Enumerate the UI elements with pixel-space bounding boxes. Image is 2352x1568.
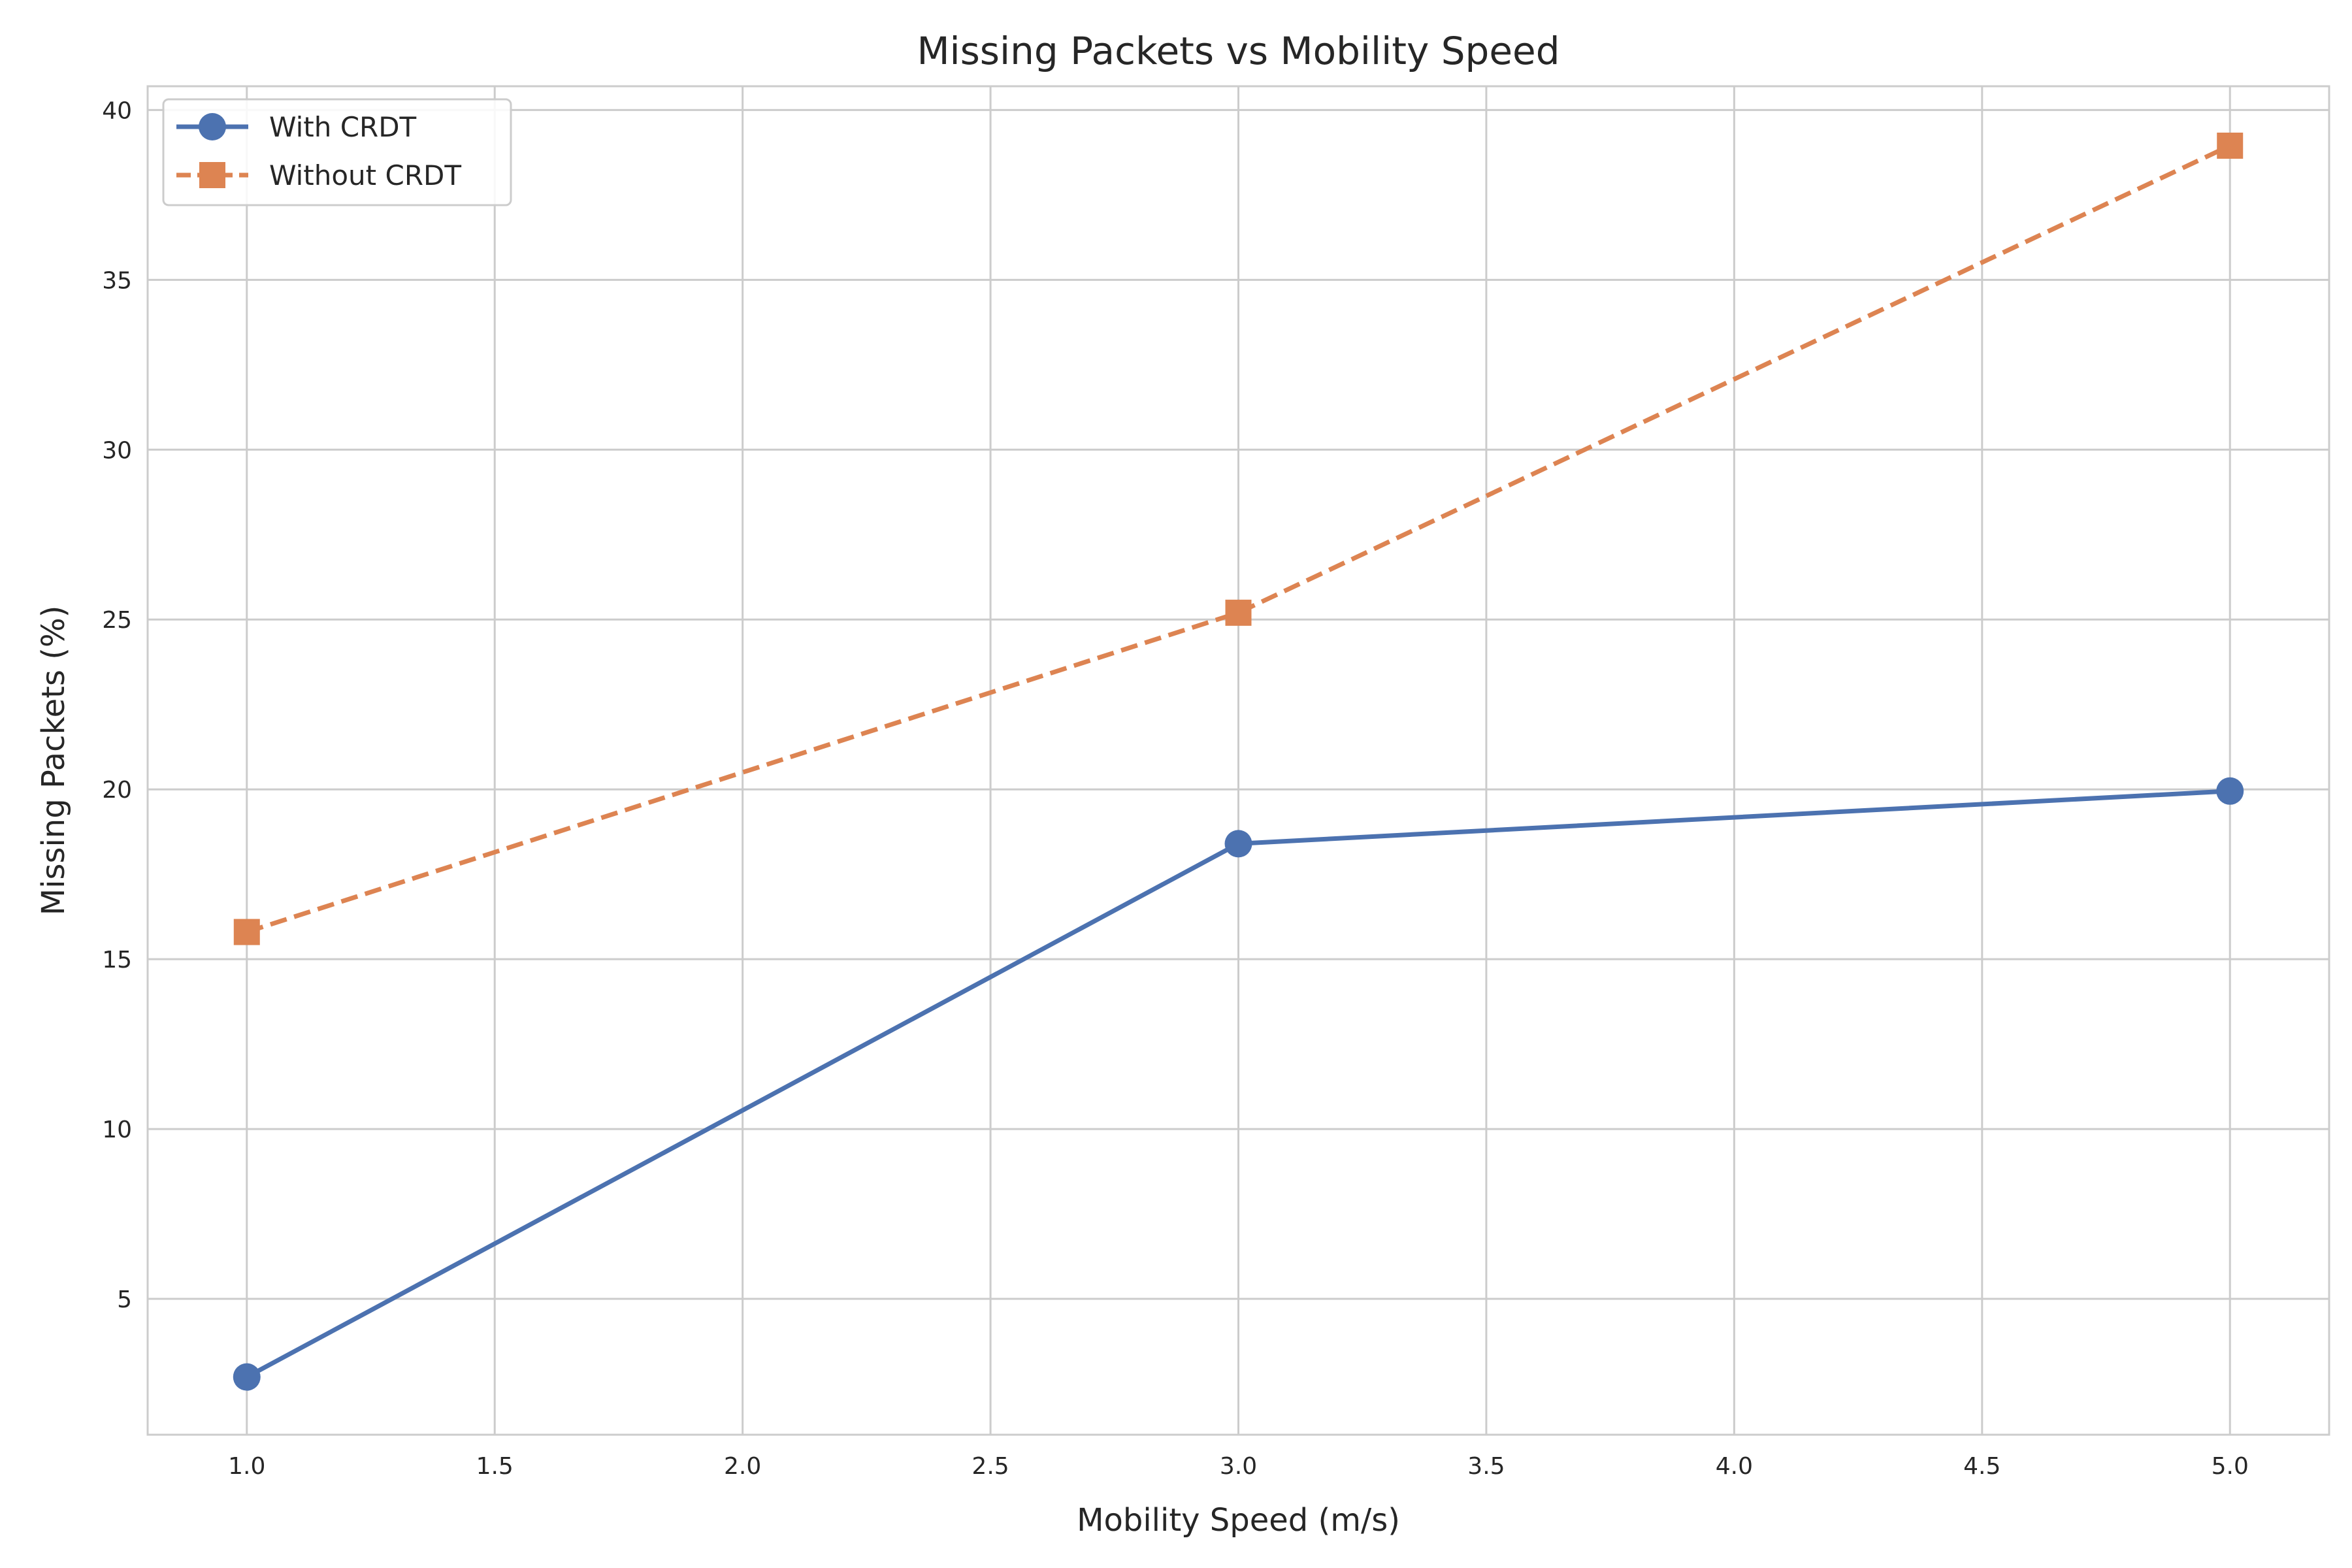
series-2-point	[1225, 599, 1252, 626]
x-axis-label: Mobility Speed (m/s)	[1077, 1502, 1400, 1539]
x-tick-label: 3.0	[1220, 1453, 1257, 1480]
y-tick-label: 20	[102, 777, 132, 804]
legend: With CRDT Without CRDT	[162, 98, 512, 206]
legend-marker-2	[199, 162, 225, 188]
y-tick-label: 25	[102, 607, 132, 634]
x-tick-label: 2.5	[972, 1453, 1009, 1480]
x-tick-label: 4.5	[1963, 1453, 2001, 1480]
series-1-point	[1224, 830, 1252, 858]
y-tick-label: 5	[117, 1286, 132, 1313]
series-2-point	[2217, 132, 2244, 159]
y-axis-label: Missing Packets (%)	[35, 606, 72, 916]
x-tick-label: 5.0	[2212, 1453, 2249, 1480]
series-1-point	[233, 1363, 261, 1391]
x-tick-label: 3.5	[1467, 1453, 1505, 1480]
series-2-point	[233, 919, 260, 945]
y-tick-labels: 5 10 15 20 25 30 35 40	[102, 97, 132, 1313]
plot-frame	[146, 85, 2330, 1436]
y-tick-label: 10	[102, 1117, 132, 1143]
legend-label-2: Without CRDT	[269, 159, 461, 191]
series-layer	[233, 132, 2244, 1391]
x-tick-label: 2.0	[724, 1453, 761, 1480]
x-tick-label: 4.0	[1716, 1453, 1753, 1480]
x-tick-label: 1.0	[228, 1453, 265, 1480]
x-tick-labels: 1.0 1.5 2.0 2.5 3.0 3.5 4.0 4.5 5.0	[228, 1453, 2249, 1480]
legend-box	[162, 98, 512, 206]
y-tick-label: 40	[102, 97, 132, 124]
legend-marker-1	[199, 113, 226, 140]
y-tick-label: 15	[102, 947, 132, 973]
y-tick-label: 30	[102, 437, 132, 464]
chart-title: Missing Packets vs Mobility Speed	[917, 29, 1560, 73]
series-line-2	[246, 143, 2231, 934]
series-1-point	[2216, 777, 2244, 805]
x-tick-label: 1.5	[476, 1453, 514, 1480]
y-tick-label: 35	[102, 267, 132, 294]
legend-label-1: With CRDT	[269, 111, 417, 143]
